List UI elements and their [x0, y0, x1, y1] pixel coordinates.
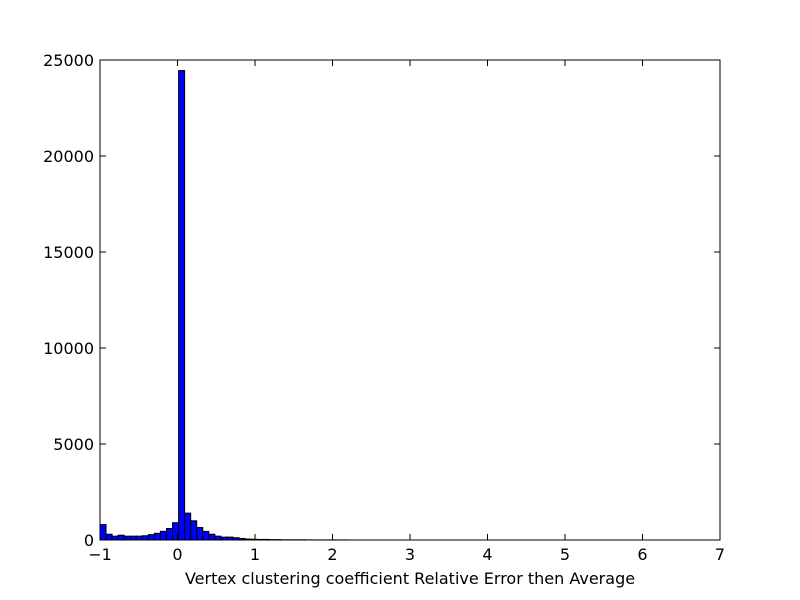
y-tick-label: 10000 — [43, 339, 94, 358]
histogram-bar — [184, 512, 192, 541]
x-tick-label: 2 — [327, 545, 337, 564]
y-tick-label: 15000 — [43, 243, 94, 262]
x-axis: −1 0 1 2 3 4 5 6 7 — [88, 60, 725, 564]
x-tick-label: 3 — [405, 545, 415, 564]
histogram-bar — [196, 527, 204, 541]
histogram-bar — [190, 520, 198, 541]
x-tick-label: −1 — [88, 545, 112, 564]
y-tick-label: 25000 — [43, 51, 94, 70]
histogram-bar — [135, 535, 143, 541]
histogram-bar — [165, 527, 174, 541]
y-tick-label: 0 — [84, 531, 94, 550]
histogram-bar — [111, 535, 119, 541]
histogram-bar — [214, 535, 222, 541]
x-tick-label: 6 — [637, 545, 647, 564]
histogram-bar — [153, 532, 161, 541]
x-tick-label: 0 — [172, 545, 182, 564]
y-tick-label: 20000 — [43, 147, 94, 166]
y-axis: 0 5000 10000 15000 20000 25000 — [43, 51, 720, 550]
histogram-bar — [202, 530, 210, 541]
x-tick-label: 1 — [250, 545, 260, 564]
histogram-bar — [208, 533, 216, 541]
histogram-bar — [99, 524, 107, 541]
x-axis-label: Vertex clustering coefficient Relative E… — [185, 569, 635, 588]
x-tick-label: 7 — [715, 545, 725, 564]
histogram-bar — [117, 534, 125, 541]
x-tick-label: 4 — [482, 545, 492, 564]
histogram-bar — [178, 70, 186, 541]
histogram-bar — [141, 535, 149, 541]
histogram-bar — [123, 535, 131, 541]
histogram-bar — [159, 530, 167, 541]
histogram-bar — [147, 534, 155, 541]
x-tick-label: 5 — [560, 545, 570, 564]
histogram-bar — [129, 535, 137, 541]
histogram-bar — [105, 533, 113, 541]
y-tick-label: 5000 — [53, 435, 94, 454]
